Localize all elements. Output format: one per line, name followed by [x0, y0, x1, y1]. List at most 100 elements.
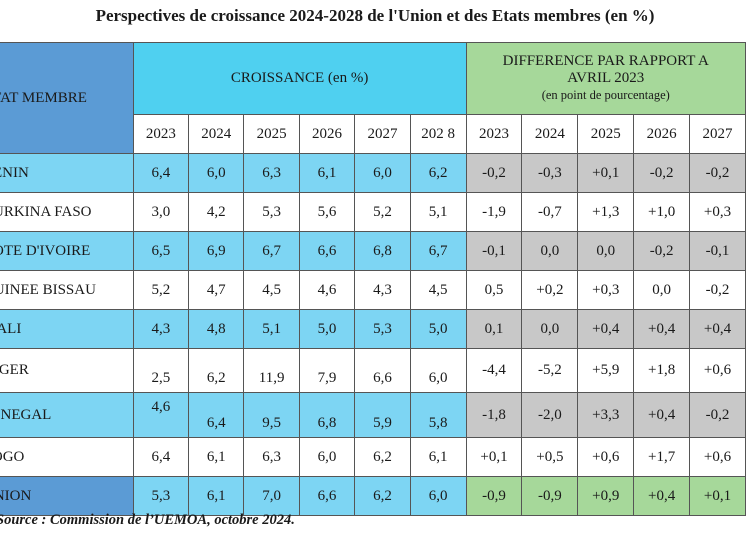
difference-cell: -0,9 — [465, 476, 523, 516]
difference-cell: +0,2 — [521, 270, 579, 310]
difference-cell: 0,0 — [521, 309, 579, 349]
growth-cell: 4,6 — [132, 392, 190, 438]
table-title: Perspectives de croissance 2024-2028 de … — [95, 6, 655, 25]
country-name: BENIN — [0, 153, 134, 193]
difference-cell: +0,6 — [689, 348, 746, 393]
header-etat-membre: ETAT MEMBRE — [0, 42, 134, 154]
growth-cell: 6,6 — [354, 348, 411, 393]
difference-cell: -0,1 — [465, 231, 523, 271]
growth-cell: 6,4 — [132, 153, 190, 193]
growth-cell: 6,1 — [298, 153, 356, 193]
growth-cell: 4,2 — [188, 192, 245, 232]
difference-cell: +1,8 — [633, 348, 691, 393]
country-name: NIGER — [0, 348, 134, 393]
country-name: COTE D'IVOIRE — [0, 231, 134, 271]
diff-year-header: 2026 — [633, 114, 691, 154]
growth-year-header: 2025 — [243, 114, 300, 154]
difference-cell: +0,4 — [689, 309, 746, 349]
difference-cell: -1,9 — [465, 192, 523, 232]
difference-cell: +0,4 — [633, 476, 691, 516]
table-row: BENIN6,46,06,36,16,06,2-0,2-0,3+0,1-0,2-… — [0, 153, 746, 193]
growth-cell: 7,0 — [243, 476, 300, 516]
growth-cell: 5,3 — [354, 309, 411, 349]
difference-cell: 0,0 — [633, 270, 691, 310]
difference-cell: -0,2 — [689, 270, 746, 310]
growth-cell: 6,1 — [409, 437, 467, 477]
table-row: COTE D'IVOIRE6,56,96,76,66,86,7-0,10,00,… — [0, 231, 746, 271]
growth-year-header: 202 8 — [409, 114, 467, 154]
difference-cell: -0,2 — [689, 392, 746, 438]
growth-cell: 6,7 — [243, 231, 300, 271]
difference-cell: 0,1 — [465, 309, 523, 349]
table-row: SENEGAL4,66,49,56,85,95,8-1,8-2,0+3,3+0,… — [0, 392, 746, 438]
difference-cell: +1,0 — [633, 192, 691, 232]
growth-cell: 7,9 — [298, 348, 356, 393]
growth-cell: 5,6 — [298, 192, 356, 232]
difference-cell: +0,5 — [521, 437, 579, 477]
country-name: GUINEE BISSAU — [0, 270, 134, 310]
growth-cell: 5,8 — [409, 392, 467, 438]
growth-cell: 6,0 — [188, 153, 245, 193]
difference-cell: +0,4 — [633, 392, 691, 438]
country-name: SENEGAL — [0, 392, 134, 438]
growth-cell: 6,0 — [354, 153, 411, 193]
growth-cell: 6,7 — [409, 231, 467, 271]
growth-cell: 5,0 — [409, 309, 467, 349]
difference-cell: +1,3 — [577, 192, 635, 232]
difference-cell: +0,9 — [577, 476, 635, 516]
difference-cell: -0,2 — [465, 153, 523, 193]
difference-cell: -0,3 — [521, 153, 579, 193]
growth-cell: 4,6 — [298, 270, 356, 310]
difference-cell: -5,2 — [521, 348, 579, 393]
growth-cell: 5,9 — [354, 392, 411, 438]
growth-cell: 11,9 — [243, 348, 300, 393]
difference-cell: +0,1 — [577, 153, 635, 193]
growth-cell: 4,5 — [409, 270, 467, 310]
country-name: BURKINA FASO — [0, 192, 134, 232]
difference-cell: +0,4 — [633, 309, 691, 349]
growth-cell: 6,2 — [188, 348, 245, 393]
difference-cell: -0,2 — [633, 231, 691, 271]
growth-cell: 5,3 — [132, 476, 190, 516]
table-row: TOGO6,46,16,36,06,26,1+0,1+0,5+0,6+1,7+0… — [0, 437, 746, 477]
difference-cell: -0,2 — [633, 153, 691, 193]
growth-cell: 6,0 — [409, 476, 467, 516]
growth-cell: 6,5 — [132, 231, 190, 271]
difference-cell: -0,7 — [521, 192, 579, 232]
difference-cell: 0,0 — [577, 231, 635, 271]
growth-cell: 5,2 — [354, 192, 411, 232]
growth-cell: 4,3 — [354, 270, 411, 310]
table-row: BURKINA FASO3,04,25,35,65,25,1-1,9-0,7+1… — [0, 192, 746, 232]
country-name: MALI — [0, 309, 134, 349]
growth-cell: 6,8 — [298, 392, 356, 438]
difference-cell: +0,4 — [577, 309, 635, 349]
growth-cell: 6,1 — [188, 437, 245, 477]
growth-cell: 6,3 — [243, 153, 300, 193]
growth-cell: 6,0 — [298, 437, 356, 477]
table-row: UNION5,36,17,06,66,26,0-0,9-0,9+0,9+0,4+… — [0, 476, 746, 516]
difference-cell: +0,1 — [465, 437, 523, 477]
difference-cell: +0,3 — [689, 192, 746, 232]
growth-cell: 6,6 — [298, 476, 356, 516]
difference-cell: -0,9 — [521, 476, 579, 516]
growth-cell: 6,9 — [188, 231, 245, 271]
growth-cell: 6,6 — [298, 231, 356, 271]
growth-cell: 6,8 — [354, 231, 411, 271]
growth-cell: 6,4 — [132, 437, 190, 477]
growth-cell: 6,1 — [188, 476, 245, 516]
difference-cell: 0,0 — [521, 231, 579, 271]
growth-cell: 5,0 — [298, 309, 356, 349]
growth-cell: 2,5 — [132, 348, 190, 393]
growth-cell: 4,8 — [188, 309, 245, 349]
growth-year-header: 2026 — [298, 114, 356, 154]
difference-cell: -2,0 — [521, 392, 579, 438]
growth-cell: 6,0 — [409, 348, 467, 393]
growth-cell: 6,3 — [243, 437, 300, 477]
growth-cell: 6,2 — [354, 476, 411, 516]
growth-cell: 4,7 — [188, 270, 245, 310]
growth-cell: 5,3 — [243, 192, 300, 232]
header-croissance: CROISSANCE (en %) — [132, 42, 467, 115]
growth-cell: 5,2 — [132, 270, 190, 310]
source-note: Source : Commission de l’UEMOA, octobre … — [0, 512, 295, 528]
diff-year-header: 2024 — [521, 114, 579, 154]
